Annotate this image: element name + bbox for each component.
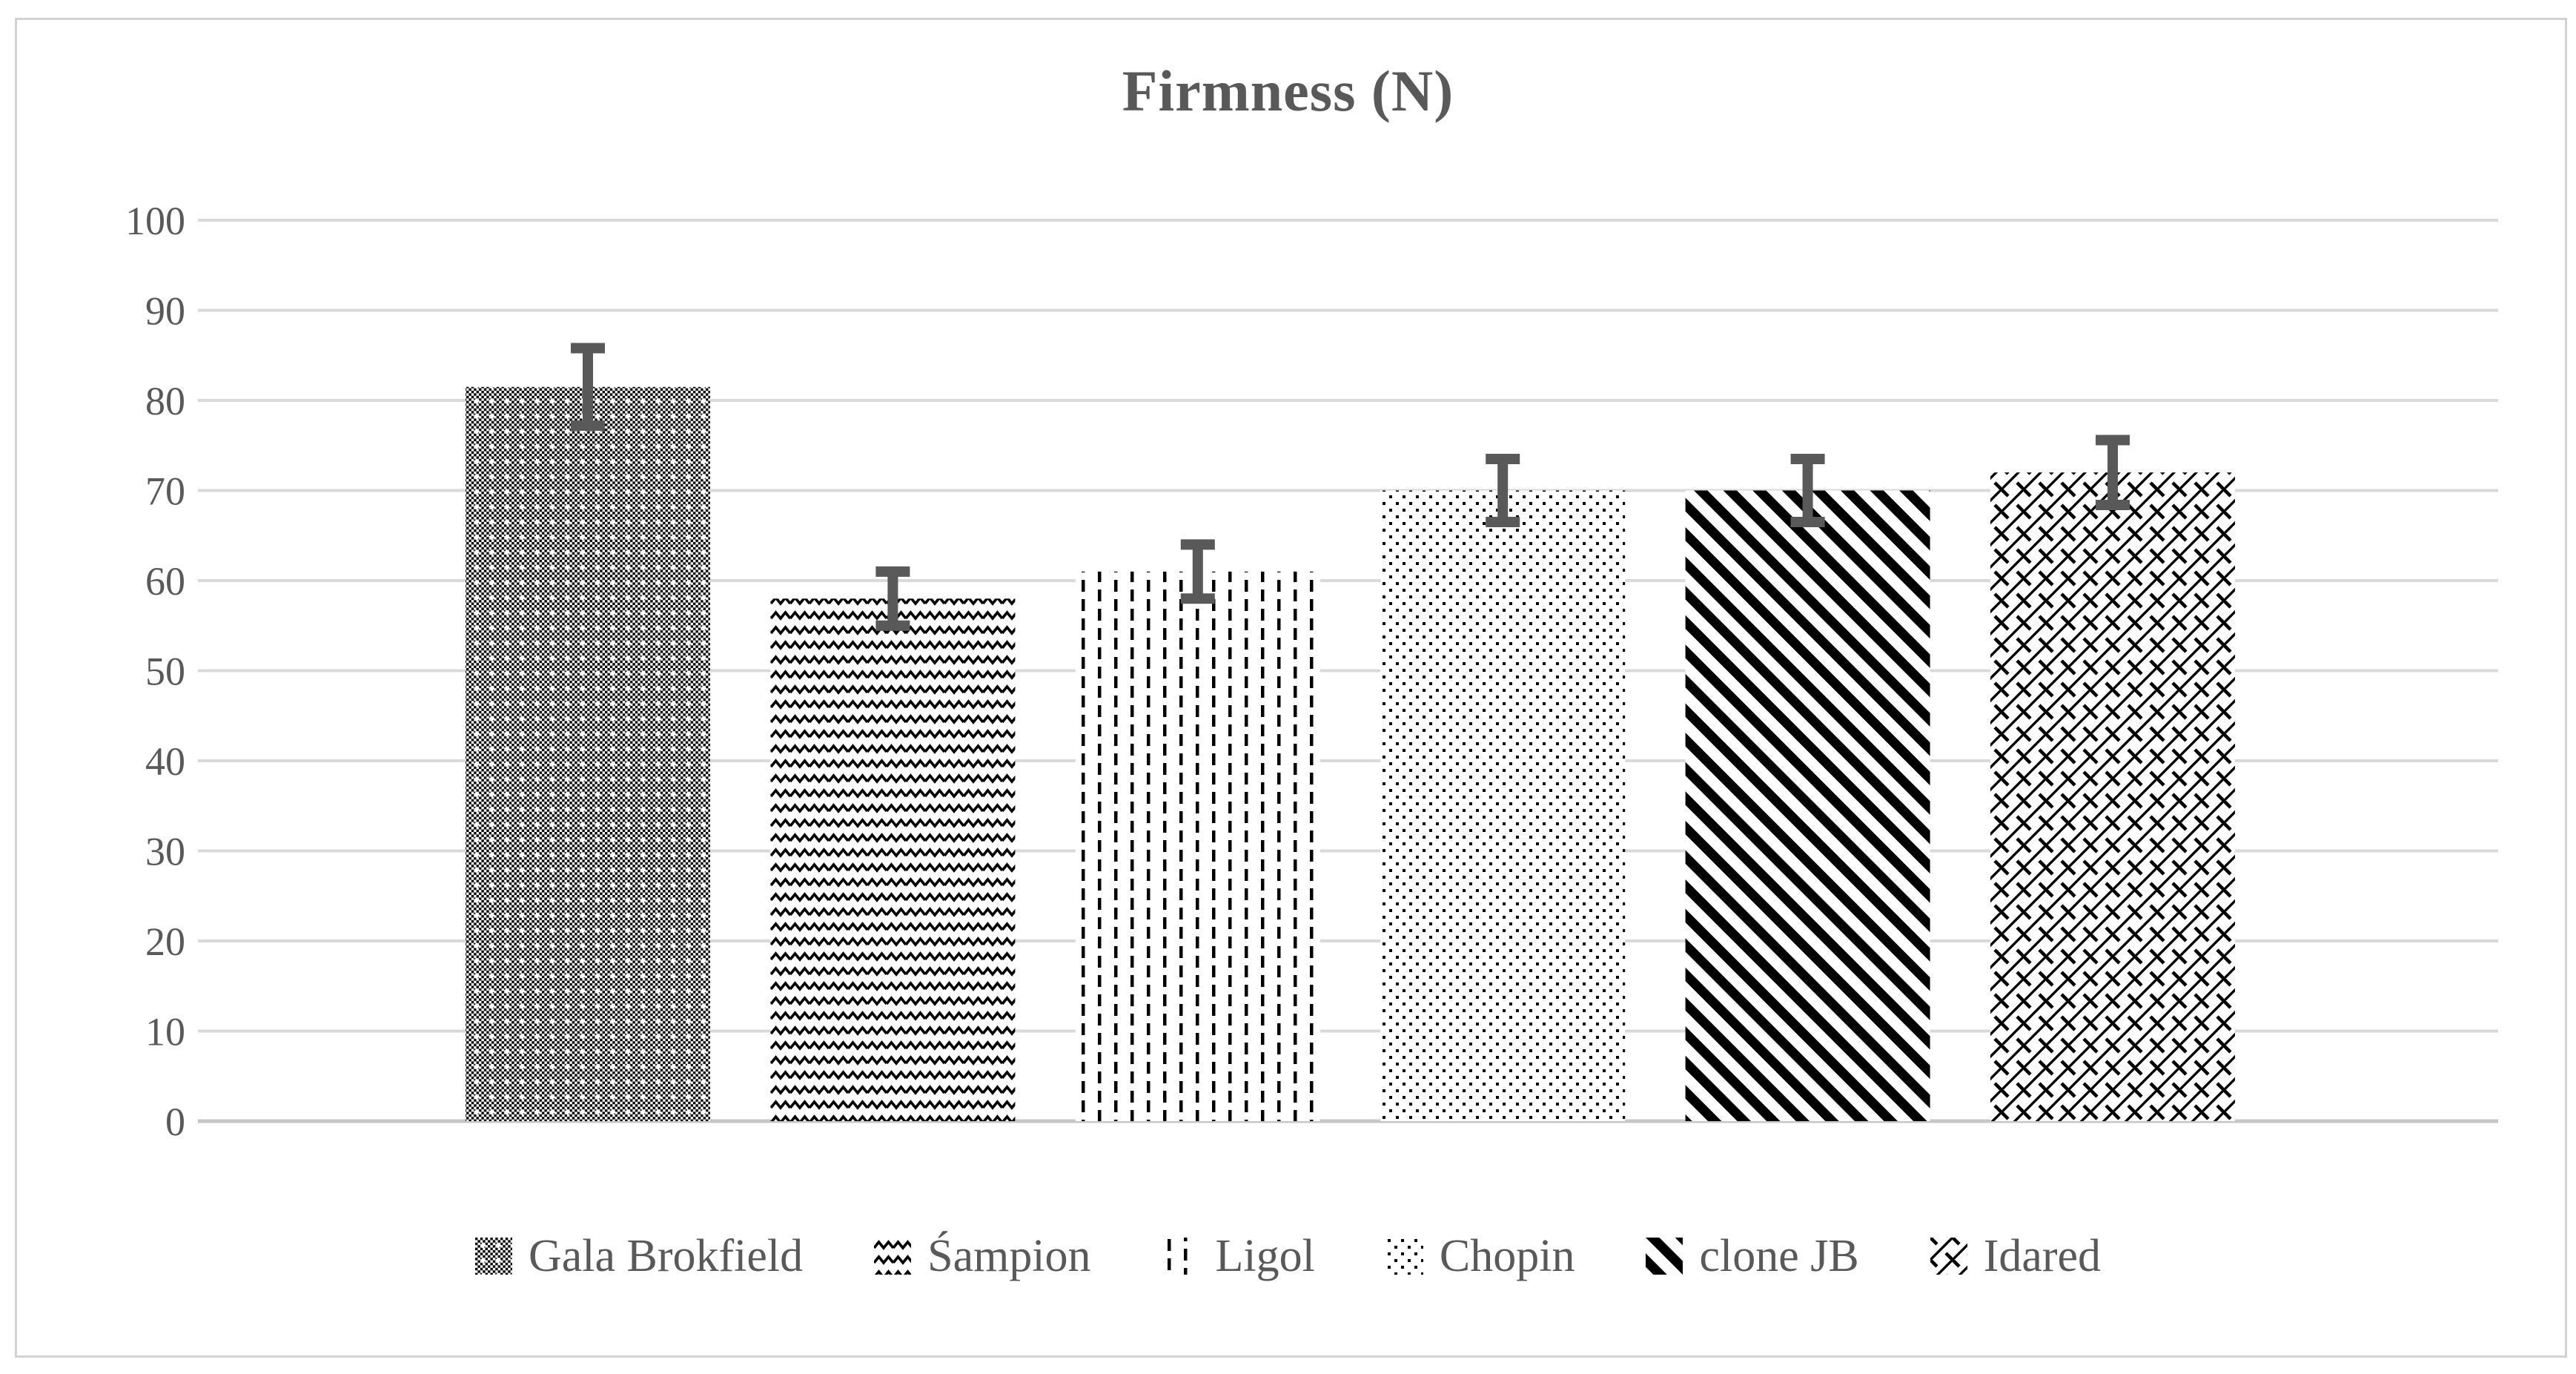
bars-group xyxy=(466,386,2235,1121)
y-tick-label: 30 xyxy=(145,830,185,874)
legend-swatch-fill xyxy=(1646,1238,1683,1275)
legend-item-chopin: Chopin xyxy=(1385,1231,1575,1281)
legend-item-ligol: Ligol xyxy=(1162,1233,1315,1279)
y-tick-label: 0 xyxy=(165,1100,185,1144)
legend-swatch-fill xyxy=(874,1238,912,1275)
legend-label: Ligol xyxy=(1215,1231,1315,1281)
legend-swatch-dashed-vertical-lines xyxy=(1162,1238,1199,1275)
legend-label: Idared xyxy=(1983,1231,2102,1281)
bar-ligol xyxy=(1075,571,1320,1121)
legend-label: clone JB xyxy=(1699,1231,1859,1281)
legend-label: Gala Brokfield xyxy=(528,1231,804,1281)
legend-item-clone-jb: clone JB xyxy=(1646,1231,1859,1281)
chart-title: Firmness (N) xyxy=(1122,59,1454,123)
legend: Gala Brokfield Śampion Ligol Chopin clone JB… xyxy=(0,1225,2576,1287)
y-tick-label: 10 xyxy=(145,1010,185,1054)
bar-chopin xyxy=(1380,490,1626,1121)
error-bar-clone-jb xyxy=(1790,453,1825,528)
y-tick-label: 50 xyxy=(145,650,185,694)
legend-swatch-fill xyxy=(1162,1238,1199,1275)
y-axis-labels-group: 0 10 20 30 40 50 60 70 80 90 100 xyxy=(125,199,185,1144)
y-tick-label: 100 xyxy=(125,199,185,243)
legend-swatch-fill xyxy=(474,1238,512,1275)
error-bar-ligol xyxy=(1180,539,1215,604)
y-tick-label: 80 xyxy=(145,379,185,423)
bar-clone-jb xyxy=(1685,490,1930,1121)
legend-swatch-trellis-checker-weave xyxy=(474,1238,512,1275)
error-bar-chopin xyxy=(1486,453,1520,528)
bar-sampion xyxy=(770,598,1016,1121)
y-tick-label: 60 xyxy=(145,559,185,604)
bar-gala-brokfield xyxy=(466,386,710,1121)
legend-item-sampion: Śampion xyxy=(874,1231,1091,1281)
error-bars-group xyxy=(571,343,2130,631)
y-tick-label: 70 xyxy=(145,469,185,514)
y-tick-label: 90 xyxy=(145,289,185,334)
legend-label: Śampion xyxy=(927,1231,1091,1281)
legend-label: Chopin xyxy=(1439,1231,1575,1281)
error-bar-sampion xyxy=(875,566,910,631)
error-bar-idared xyxy=(2096,435,2130,510)
legend-swatch-fill xyxy=(1930,1238,1967,1275)
y-tick-label: 20 xyxy=(145,919,185,964)
legend-swatch-dark-downward-diagonal-stripes xyxy=(1646,1238,1683,1275)
legend-swatch-dotted-diamond-grid xyxy=(1385,1238,1423,1275)
error-bar-gala-brokfield xyxy=(571,343,605,432)
y-tick-label: 40 xyxy=(145,739,185,784)
legend-swatch-diagonal-lattice-weave xyxy=(1930,1238,1967,1275)
bar-idared xyxy=(1990,472,2235,1121)
legend-item-idared: Idared xyxy=(1930,1233,2101,1279)
legend-item-gala-brokfield: Gala Brokfield xyxy=(474,1231,804,1281)
legend-swatch-horizontal-zigzag-wave xyxy=(874,1238,912,1275)
legend-swatch-fill xyxy=(1385,1238,1423,1275)
